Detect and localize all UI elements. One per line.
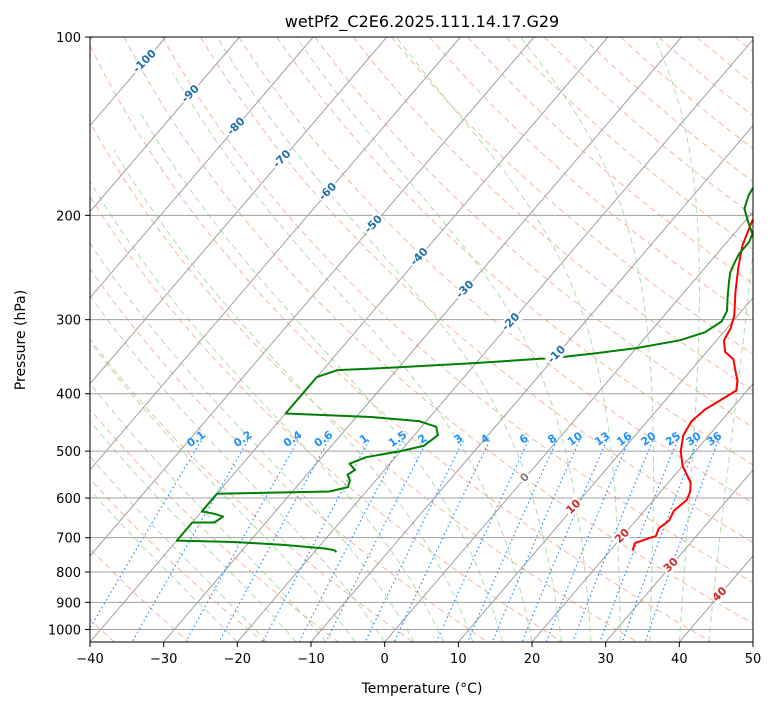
x-tick-label: 0: [381, 652, 389, 667]
dry-adiabat-line: [90, 547, 190, 642]
mixing-ratio-line: [298, 440, 404, 642]
x-tick-label: −40: [76, 652, 103, 667]
isotherm-label-background: [544, 341, 570, 367]
dry-adiabat-line: [90, 121, 638, 642]
x-tick-label: −30: [150, 652, 177, 667]
mixing-ratio-line: [466, 440, 558, 642]
isotherm-label-background: [315, 178, 341, 204]
isotherm-line: [310, 124, 753, 642]
isotherm-label-background: [516, 469, 533, 486]
moist-adiabat-line: [90, 489, 238, 642]
moist-adiabat-line: [395, 37, 621, 642]
dry-adiabat-line: [161, 37, 753, 584]
mixing-ratio-line: [621, 440, 699, 642]
moist-adiabat-line: [90, 382, 327, 642]
mixing-ratio-line: [435, 440, 529, 642]
dry-adiabat-line: [276, 37, 753, 466]
y-tick-label: 1000: [48, 623, 81, 638]
dry-adiabat-line: [123, 37, 753, 624]
isotherm-line: [457, 296, 753, 642]
y-tick-label: 100: [56, 31, 81, 46]
dry-adiabat-line: [90, 338, 414, 642]
x-tick-label: 10: [450, 652, 467, 667]
dewpoint-line: [175, 186, 753, 553]
moist-adiabat-line: [708, 244, 753, 642]
mixing-ratio-line: [572, 440, 654, 642]
isotherm-line: [90, 37, 388, 385]
isotherm-label-background: [562, 495, 585, 518]
isotherm-line: [605, 469, 753, 642]
isotherm-label-background: [129, 45, 160, 77]
isotherm-line: [163, 37, 682, 642]
isotherm-line: [236, 38, 753, 642]
isotherm-label-background: [611, 524, 634, 547]
isotherm-line: [752, 641, 753, 642]
isotherm-label-background: [177, 81, 203, 107]
moist-adiabat-line: [296, 37, 592, 642]
isotherm-label-background: [660, 554, 682, 576]
isotherm-label-background: [498, 309, 524, 335]
isotherm-line: [90, 37, 535, 557]
dry-adiabat-line: [90, 267, 488, 642]
isotherm-line: [90, 37, 240, 213]
x-axis-title: Temperature (°C): [361, 681, 483, 697]
isotherm-label-background: [406, 244, 432, 269]
y-tick-label: 200: [56, 209, 81, 224]
y-tick-label: 600: [56, 492, 81, 507]
mixing-ratio-line: [521, 440, 608, 642]
x-tick-label: 40: [671, 652, 688, 667]
mixing-ratio-lines: [90, 440, 719, 642]
temperature-line: [631, 217, 753, 551]
x-tick-label: −20: [224, 652, 251, 667]
dry-adiabat-line: [238, 37, 753, 504]
moist-adiabat-line: [90, 341, 356, 642]
y-tick-label: 400: [56, 388, 81, 403]
y-axis-title: Pressure (hPa): [13, 290, 29, 390]
isotherm-line: [90, 37, 461, 471]
mixing-ratio-line: [491, 440, 580, 642]
y-tick-label: 500: [56, 445, 81, 460]
mixing-ratio-line: [325, 440, 428, 642]
axis-ticks: −40 −30 −20 −10 0 10 20 30 40 50 100 200 300 400 500 60…: [48, 31, 761, 667]
x-tick-label: 20: [524, 652, 541, 667]
isotherm-line: [90, 37, 314, 299]
mixing-ratio-line: [599, 440, 678, 642]
isotherm-label-background: [361, 211, 386, 237]
y-tick-label: 700: [56, 532, 81, 547]
isotherm-line: [384, 210, 753, 642]
y-tick-label: 300: [56, 314, 81, 329]
isotherm-label-background: [452, 276, 478, 302]
x-tick-label: 50: [745, 652, 762, 667]
dry-adiabat-line: [90, 195, 563, 642]
plot-background: [90, 37, 753, 642]
mixing-ratio-line: [545, 440, 630, 642]
moist-adiabat-line: [90, 455, 268, 642]
chart-title: wetPf2_C2E6.2025.111.14.17.G29: [285, 12, 559, 32]
y-tick-label: 900: [56, 596, 81, 611]
mixing-ratio-line: [185, 440, 299, 642]
moist-adiabat-line: [90, 242, 415, 642]
mixing-ratio-line: [644, 440, 719, 642]
x-tick-label: −10: [297, 652, 324, 667]
moist-adiabat-line: [172, 72, 533, 642]
auxiliary-curve: [0, 37, 2, 642]
plot-frame: [89, 36, 754, 643]
mixing-ratio-line: [262, 440, 370, 642]
isotherm-label-background: [269, 146, 295, 172]
x-tick-label: 30: [597, 652, 614, 667]
y-tick-label: 800: [56, 566, 81, 581]
isotherm-label-background: [708, 583, 731, 605]
moist-adiabat-line: [520, 37, 654, 642]
isotherm-label-background: [223, 113, 249, 139]
mixing-ratio-line: [90, 440, 202, 630]
moist-adiabat-line: [216, 37, 562, 642]
sounding-series: [175, 186, 753, 553]
moist-adiabat-line: [140, 113, 503, 642]
moist-adiabat-line: [90, 294, 386, 642]
